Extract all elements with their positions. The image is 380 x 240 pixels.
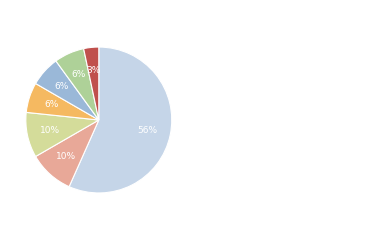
Text: 3%: 3% (86, 66, 101, 75)
Text: 6%: 6% (44, 100, 59, 109)
Text: 10%: 10% (55, 152, 76, 161)
Wedge shape (26, 84, 99, 120)
Legend: Mined from GenBank, NCBI [17], Sri Ramaswamy Memorial
University [3], Canadian C: Mined from GenBank, NCBI [17], Sri Ramas… (194, 42, 352, 198)
Text: 56%: 56% (137, 126, 157, 135)
Text: 6%: 6% (71, 70, 86, 79)
Text: 6%: 6% (55, 82, 69, 91)
Wedge shape (69, 47, 172, 193)
Wedge shape (36, 61, 99, 120)
Wedge shape (56, 49, 99, 120)
Text: 10%: 10% (40, 126, 60, 135)
Wedge shape (26, 112, 99, 156)
Wedge shape (36, 120, 99, 187)
Wedge shape (84, 47, 99, 120)
